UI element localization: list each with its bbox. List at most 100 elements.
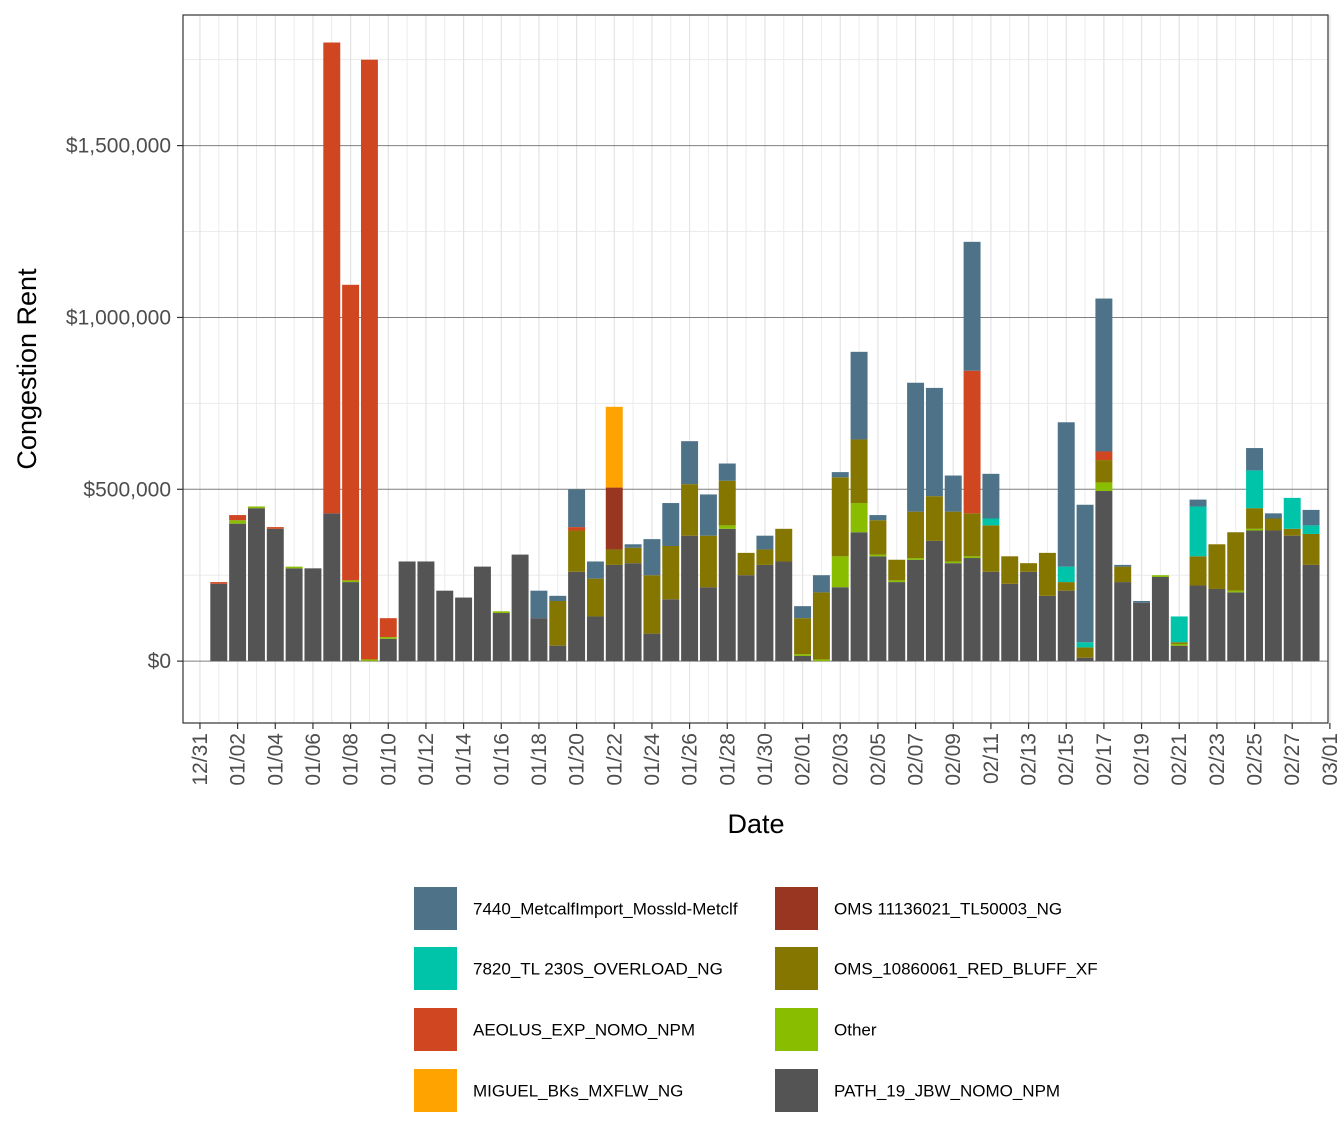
legend-key (414, 1069, 457, 1112)
bar-segment (982, 525, 1000, 572)
bar-segment (1302, 564, 1320, 662)
legend-label: MIGUEL_BKs_MXFLW_NG (473, 1082, 683, 1101)
bar-segment (888, 559, 906, 581)
bar-segment (1302, 525, 1320, 534)
legend-label: AEOLUS_EXP_NOMO_NPM (473, 1021, 695, 1040)
bar-segment (1208, 544, 1226, 589)
bar-segment (342, 284, 360, 581)
bar-segment (530, 618, 548, 662)
bar-segment (530, 590, 548, 619)
legend: 7440_MetcalfImport_Mossld-Metclf 7820_TL … (414, 887, 1098, 1112)
bar-segment (925, 540, 943, 662)
bar-segment (888, 580, 906, 583)
bar-segment (266, 527, 284, 529)
bar-segment (907, 559, 925, 662)
bar-segment (342, 582, 360, 662)
bar-segment (869, 515, 887, 521)
bar-segment (681, 441, 699, 485)
x-axis-title: Date (727, 809, 784, 839)
bar-segment (379, 637, 397, 639)
bar-segment (605, 549, 623, 565)
bar-segment (323, 42, 341, 514)
legend-label: OMS 11136021_TL50003_NG (834, 900, 1062, 919)
bar-segment (756, 535, 774, 550)
bar-segment (737, 575, 755, 662)
bar-segment (812, 659, 830, 662)
bar-segment (982, 473, 1000, 519)
bar-segment (662, 546, 680, 600)
legend-label: Other (834, 1021, 877, 1040)
x-tick-label: 01/30 (754, 733, 777, 786)
bar-segment (963, 370, 981, 514)
y-tick-label: $1,000,000 (66, 306, 171, 329)
x-tick-label: 02/05 (867, 733, 890, 786)
bar-segment (1264, 513, 1282, 519)
bar-segment (1246, 448, 1264, 471)
bar-segment (549, 595, 567, 601)
bar-segment (1095, 491, 1113, 662)
x-tick-label: 02/11 (980, 733, 1003, 784)
x-tick-label: 01/10 (377, 733, 400, 786)
bar-segment (699, 587, 717, 662)
x-tick-label: 02/01 (792, 733, 815, 786)
bar-segment (831, 556, 849, 588)
bar-segment (568, 530, 586, 572)
bar-segment (907, 382, 925, 512)
bar-segment (285, 566, 303, 569)
bar-segment (718, 480, 736, 526)
bar-segment (1189, 585, 1207, 662)
bar-segment (1246, 530, 1264, 662)
bar-segment (605, 487, 623, 550)
bar-segment (850, 351, 868, 440)
y-tick-label: $500,000 (83, 478, 171, 501)
bar-segment (1020, 571, 1038, 662)
bar-segment (718, 528, 736, 662)
legend-key (775, 1008, 818, 1051)
bar-segment (1038, 595, 1056, 662)
bar-segment (869, 556, 887, 662)
bar-segment (398, 561, 416, 662)
bar-segment (1095, 298, 1113, 452)
bar-segment (944, 511, 962, 562)
bar-segment (1057, 582, 1075, 591)
bar-segment (266, 528, 284, 662)
x-tick-label: 01/04 (264, 733, 287, 786)
bar-segment (681, 535, 699, 662)
bar-segment (360, 659, 378, 662)
bar-segment (568, 571, 586, 662)
bar-segment (1076, 647, 1094, 658)
bar-segment (229, 515, 247, 521)
legend-key (414, 1008, 457, 1051)
y-tick-label: $0 (148, 650, 171, 673)
bar-segment (1170, 616, 1188, 643)
x-tick-label: 01/06 (302, 733, 325, 786)
x-tick-label: 01/18 (528, 733, 551, 786)
x-tick-label: 01/02 (227, 733, 250, 786)
bar-segment (624, 544, 642, 548)
bar-segment (643, 539, 661, 576)
legend-label: PATH_19_JBW_NOMO_NPM (834, 1082, 1060, 1101)
bar-segment (869, 520, 887, 555)
y-tick-label: $1,500,000 (66, 135, 171, 158)
bar-segment (1095, 460, 1113, 483)
bar-segment (1057, 422, 1075, 567)
bar-segment (888, 582, 906, 662)
bar-segment (247, 506, 265, 509)
bar-segment (285, 568, 303, 662)
bar-segment (1114, 582, 1132, 662)
bar-segment (586, 578, 604, 617)
bar-segment (925, 387, 943, 497)
bar-segment (1114, 566, 1132, 583)
bar-segment (775, 528, 793, 562)
bar-segment (304, 568, 322, 662)
bar-segment (681, 484, 699, 536)
x-tick-label: 02/15 (1055, 733, 1078, 786)
bar-segment (1076, 657, 1094, 662)
bar-segment (982, 571, 1000, 662)
x-tick-label: 02/07 (905, 733, 928, 786)
bar-segment (963, 241, 981, 371)
bar-segment (1227, 532, 1245, 591)
x-tick-label: 02/09 (942, 733, 965, 786)
x-tick-label: 01/20 (566, 733, 589, 786)
bar-segment (756, 549, 774, 565)
